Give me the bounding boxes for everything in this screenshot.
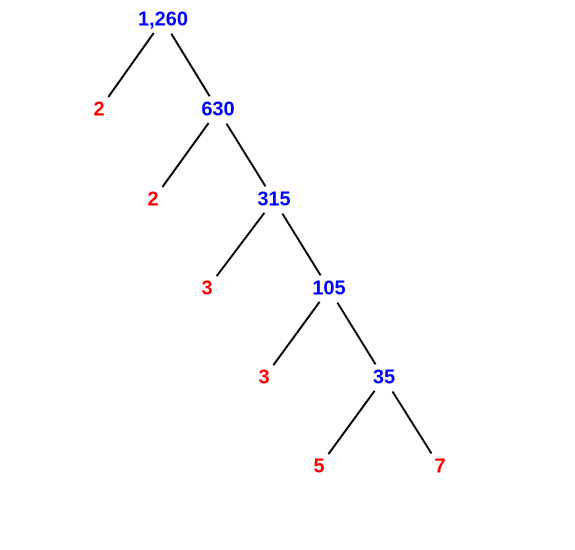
tree-edge (171, 34, 209, 97)
composite-number-label: 630 (201, 98, 234, 120)
tree-edge (337, 303, 375, 365)
tree-edge (328, 391, 374, 454)
prime-factor-label: 7 (434, 455, 445, 477)
prime-factor-label: 5 (313, 455, 324, 477)
tree-edge (217, 213, 265, 276)
composite-number-label: 105 (312, 277, 345, 299)
composite-number-label: 35 (373, 366, 395, 388)
tree-edge (282, 214, 320, 276)
tree-edge (273, 302, 319, 365)
factor-tree-diagram: 1,260 2 630 2 315 3 105 3 35 5 7 (0, 0, 575, 550)
tree-edge (162, 123, 208, 187)
tree-edge (108, 33, 153, 97)
prime-factor-label: 2 (147, 188, 158, 210)
prime-factor-label: 2 (93, 98, 104, 120)
composite-number-label: 1,260 (138, 8, 188, 30)
prime-factor-label: 3 (258, 366, 269, 388)
composite-number-label: 315 (257, 188, 290, 210)
tree-edge (227, 124, 266, 187)
tree-edge (393, 392, 432, 454)
prime-factor-label: 3 (201, 277, 212, 299)
